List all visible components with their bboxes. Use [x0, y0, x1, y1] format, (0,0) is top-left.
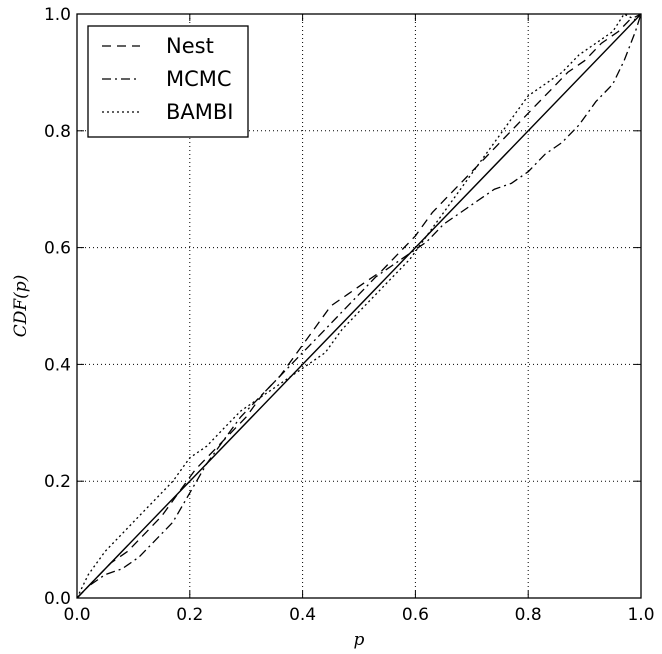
- series-line-mcmc: [76, 13, 642, 599]
- y-axis-label: CDF(p): [11, 275, 31, 338]
- y-tick-label: 0.8: [44, 122, 71, 142]
- y-tick-label: 0.6: [44, 239, 71, 259]
- series-group: [76, 13, 642, 599]
- grid: [77, 14, 641, 598]
- y-tick-label: 0.2: [44, 472, 71, 492]
- reference-line: [76, 13, 642, 599]
- x-tick-label: 1.0: [627, 605, 654, 625]
- reference-diagonal: [76, 13, 642, 599]
- legend: Nest MCMC BAMBI: [87, 25, 249, 138]
- plot-frame: [76, 13, 642, 599]
- x-axis-label: p: [354, 630, 365, 650]
- x-tick-label: 0.6: [402, 605, 429, 625]
- y-tick-label: 0.0: [44, 589, 71, 609]
- y-tick-label: 1.0: [44, 5, 71, 25]
- series-line-bambi: [76, 13, 642, 599]
- x-tick-label: 0.2: [176, 605, 203, 625]
- legend-label-bambi: BAMBI: [166, 100, 234, 124]
- x-tick-label: 0.8: [515, 605, 542, 625]
- ticks: 0.0 0.2 0.4 0.6 0.8 1.0 0.0 0.2 0.4 0.6 0.8 1.0: [44, 5, 655, 625]
- legend-box: [87, 25, 249, 138]
- legend-label-nest: Nest: [166, 34, 214, 58]
- series-line-nest: [76, 13, 642, 599]
- x-tick-label: 0.4: [289, 605, 316, 625]
- x-tick-label: 0.0: [63, 605, 90, 625]
- y-tick-label: 0.4: [44, 355, 71, 375]
- legend-label-mcmc: MCMC: [166, 67, 232, 91]
